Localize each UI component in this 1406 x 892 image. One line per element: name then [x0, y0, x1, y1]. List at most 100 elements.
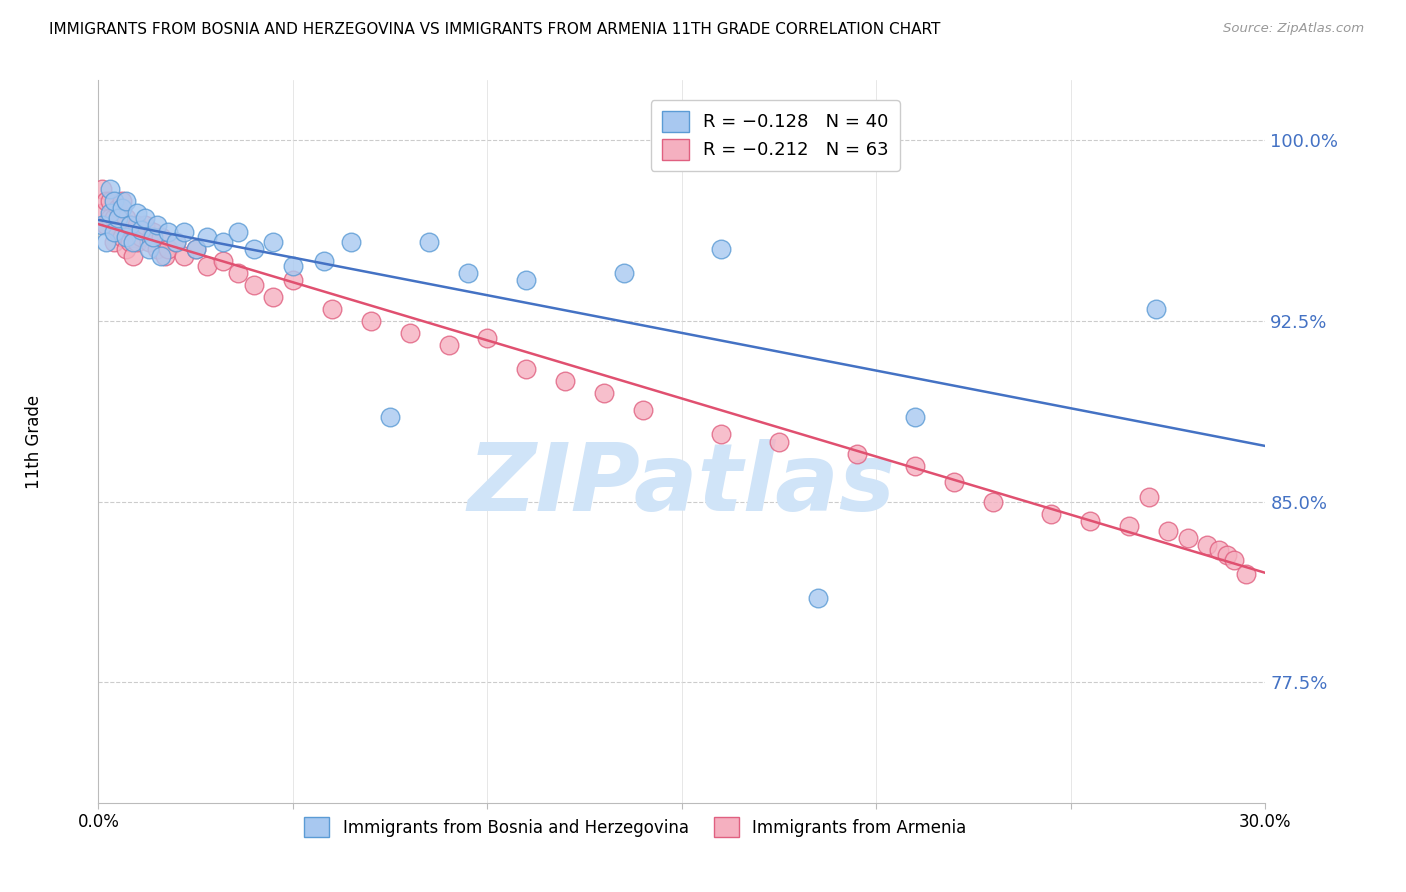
Point	[129, 222, 152, 236]
Point	[91, 181, 114, 195]
Point	[98, 194, 121, 208]
Point	[904, 458, 927, 473]
Point	[142, 225, 165, 239]
Point	[165, 235, 187, 249]
Legend: Immigrants from Bosnia and Herzegovina, Immigrants from Armenia: Immigrants from Bosnia and Herzegovina, …	[295, 809, 974, 845]
Point	[398, 326, 420, 340]
Point	[114, 194, 136, 208]
Point	[98, 205, 121, 219]
Point	[129, 230, 152, 244]
Point	[122, 235, 145, 249]
Point	[1215, 548, 1237, 562]
Point	[593, 386, 616, 401]
Point	[107, 211, 129, 225]
Y-axis label: 11th Grade: 11th Grade	[25, 394, 42, 489]
Point	[149, 230, 172, 244]
Point	[165, 235, 187, 249]
Point	[157, 242, 180, 256]
Point	[91, 218, 114, 232]
Point	[457, 266, 479, 280]
Point	[1137, 490, 1160, 504]
Point	[195, 230, 218, 244]
Point	[127, 205, 149, 219]
Point	[96, 218, 118, 232]
Point	[134, 218, 156, 232]
Point	[149, 249, 172, 263]
Point	[380, 410, 402, 425]
Point	[111, 230, 134, 244]
Point	[943, 475, 966, 490]
Point	[127, 235, 149, 249]
Point	[146, 242, 169, 256]
Point	[243, 278, 266, 293]
Point	[138, 242, 160, 256]
Point	[710, 242, 733, 256]
Point	[228, 266, 250, 280]
Point	[1157, 524, 1180, 538]
Point	[96, 194, 118, 208]
Point	[515, 362, 537, 376]
Point	[127, 218, 149, 232]
Point	[91, 205, 114, 219]
Point	[554, 374, 576, 388]
Point	[515, 273, 537, 287]
Point	[173, 225, 195, 239]
Point	[613, 266, 636, 280]
Point	[768, 434, 790, 449]
Point	[312, 253, 335, 268]
Point	[103, 235, 125, 249]
Point	[107, 201, 129, 215]
Point	[184, 242, 207, 256]
Point	[1118, 518, 1140, 533]
Point	[103, 211, 125, 225]
Point	[1208, 542, 1230, 557]
Point	[477, 331, 499, 345]
Point	[981, 494, 1004, 508]
Text: ZIPatlas: ZIPatlas	[468, 439, 896, 531]
Point	[807, 591, 830, 605]
Point	[114, 211, 136, 225]
Point	[153, 249, 176, 263]
Point	[360, 314, 382, 328]
Point	[281, 273, 304, 287]
Point	[134, 211, 156, 225]
Point	[1080, 514, 1102, 528]
Point	[228, 225, 250, 239]
Point	[111, 194, 134, 208]
Point	[212, 235, 235, 249]
Point	[157, 225, 180, 239]
Point	[118, 218, 141, 232]
Point	[437, 338, 460, 352]
Point	[98, 211, 121, 225]
Point	[262, 235, 284, 249]
Point	[98, 181, 121, 195]
Point	[184, 242, 207, 256]
Point	[418, 235, 440, 249]
Point	[340, 235, 363, 249]
Point	[281, 259, 304, 273]
Point	[138, 235, 160, 249]
Point	[262, 290, 284, 304]
Point	[96, 235, 118, 249]
Point	[107, 225, 129, 239]
Point	[122, 249, 145, 263]
Point	[710, 427, 733, 442]
Point	[1223, 552, 1246, 566]
Point	[1146, 301, 1168, 316]
Point	[846, 446, 869, 460]
Point	[1177, 531, 1199, 545]
Text: Source: ZipAtlas.com: Source: ZipAtlas.com	[1223, 22, 1364, 36]
Point	[173, 249, 195, 263]
Point	[111, 201, 134, 215]
Point	[1234, 567, 1257, 582]
Point	[146, 218, 169, 232]
Point	[195, 259, 218, 273]
Point	[103, 194, 125, 208]
Point	[103, 225, 125, 239]
Point	[321, 301, 343, 316]
Point	[243, 242, 266, 256]
Point	[118, 218, 141, 232]
Point	[118, 235, 141, 249]
Point	[114, 242, 136, 256]
Point	[212, 253, 235, 268]
